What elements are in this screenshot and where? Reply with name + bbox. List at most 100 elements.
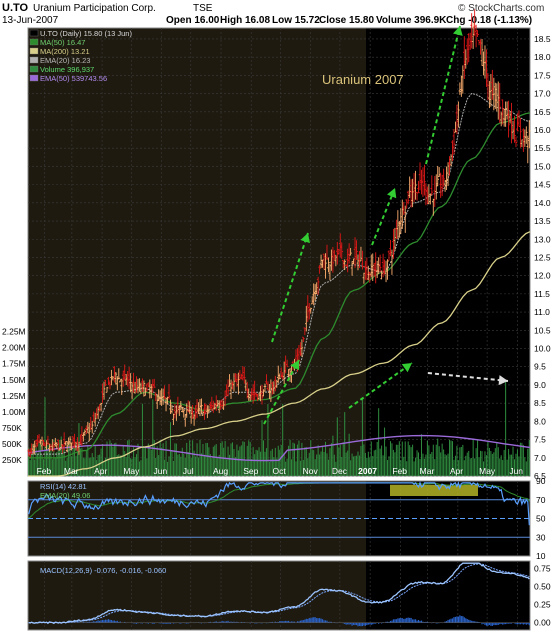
macd-hist-bar	[391, 620, 393, 623]
volume-bar	[167, 461, 169, 476]
volume-bar	[249, 442, 251, 476]
volume-bar	[512, 446, 514, 476]
arrow-volume-2	[348, 362, 413, 409]
volume-bar	[187, 452, 189, 476]
macd-hist-bar	[386, 621, 389, 623]
macd-hist-bar	[327, 621, 330, 623]
macd-hist-bar	[159, 622, 161, 624]
volume-bar	[301, 442, 303, 476]
volume-bar	[271, 448, 273, 476]
macd-hist-bar	[409, 617, 411, 623]
volume-bar	[469, 458, 471, 476]
arrow-grey	[427, 372, 509, 382]
volume-bar	[310, 440, 312, 476]
volume-bar	[493, 452, 495, 476]
volume-bar	[502, 459, 504, 476]
macd-hist-bar	[416, 620, 418, 623]
price-tick-label: 7.0	[534, 453, 546, 463]
volume-bar	[475, 448, 477, 476]
volume-bar	[345, 452, 347, 476]
month-tick-label: Mar	[420, 466, 435, 476]
volume-bar	[440, 452, 442, 476]
macd-hist-bar	[400, 618, 402, 623]
macd-hist-bar	[140, 622, 142, 624]
volume-bar	[339, 444, 341, 476]
macd-hist-bar	[505, 622, 507, 625]
volume-bar	[391, 443, 393, 476]
volume-bar	[107, 458, 109, 476]
volume-bar	[268, 461, 270, 476]
price-tick-label: 15.5	[534, 143, 551, 153]
volume-bar	[45, 442, 47, 476]
volume-bar	[406, 461, 408, 476]
macd-hist-bar	[163, 622, 166, 624]
volume-bar	[286, 458, 288, 476]
volume-bar	[351, 453, 353, 476]
volume-bar	[388, 456, 390, 476]
volume-bar	[177, 454, 179, 476]
volume-bar	[485, 455, 487, 476]
volume-bar	[156, 446, 158, 476]
macd-hist-bar	[392, 619, 395, 623]
volume-bar	[499, 458, 501, 476]
rsi-legend: RSI(14) 42.81	[40, 482, 87, 491]
macd-hist-bar	[301, 620, 303, 623]
month-tick-label: 2007	[358, 466, 377, 476]
volume-bar	[466, 452, 468, 476]
macd-hist-bar	[141, 622, 144, 624]
volume-bar	[344, 412, 346, 476]
volume-bar	[325, 441, 327, 476]
volume-bar	[434, 459, 436, 476]
volume-tick-label: 1.00M	[2, 407, 26, 417]
volume-bar	[348, 433, 350, 476]
volume-bar	[332, 435, 334, 476]
volume-bar	[370, 441, 372, 476]
volume-bar	[171, 450, 173, 476]
macd-hist-bar	[172, 622, 175, 624]
volume-bar	[162, 443, 164, 476]
volume-bar	[453, 459, 455, 476]
price-tick-label: 17.5	[534, 70, 551, 80]
volume-bar	[152, 399, 154, 476]
volume-bar	[56, 451, 58, 476]
volume-bar	[289, 439, 291, 476]
volume-bar	[415, 457, 417, 476]
macd-hist-bar	[481, 622, 483, 625]
company-label: Uranium Participation Corp.	[33, 3, 156, 14]
volume-bar	[237, 450, 239, 476]
arrow-volume-1-head	[290, 360, 300, 371]
volume-bar	[527, 448, 529, 476]
volume-bar	[497, 447, 499, 476]
volume-bar	[361, 398, 363, 476]
volume-bar	[118, 454, 120, 476]
volume-bar	[87, 445, 89, 476]
volume-bar	[37, 454, 39, 476]
volume-bar	[480, 450, 482, 476]
volume-bar	[508, 448, 510, 476]
arrow-rally-3-head	[452, 26, 463, 36]
volume-bar	[395, 444, 397, 476]
volume-bar	[218, 454, 220, 476]
macd-hist-bar	[94, 621, 96, 623]
macd-hist-bar	[522, 622, 524, 625]
macd-hist-bar	[347, 622, 349, 625]
volume-bar	[419, 459, 421, 476]
volume-bar	[29, 460, 31, 476]
macd-hist-bar	[472, 621, 474, 623]
macd-tick-label: 0.00	[534, 618, 551, 628]
volume-bar	[121, 455, 123, 476]
price-tick-label: 11.5	[534, 289, 550, 299]
price-tick-label: 16.5	[534, 107, 551, 117]
volume-bar	[169, 422, 171, 476]
volume-bar	[97, 455, 99, 476]
macd-hist-bar	[378, 622, 380, 624]
volume-bar	[124, 451, 126, 476]
volume-bar	[198, 457, 200, 476]
arrow-volume-2-head	[401, 363, 412, 373]
volume-bar	[236, 444, 238, 476]
volume-bar	[113, 443, 115, 476]
month-tick-label: Feb	[392, 466, 407, 476]
volume-bar	[226, 459, 228, 476]
volume-bar	[425, 454, 427, 476]
volume-bar	[295, 461, 297, 476]
